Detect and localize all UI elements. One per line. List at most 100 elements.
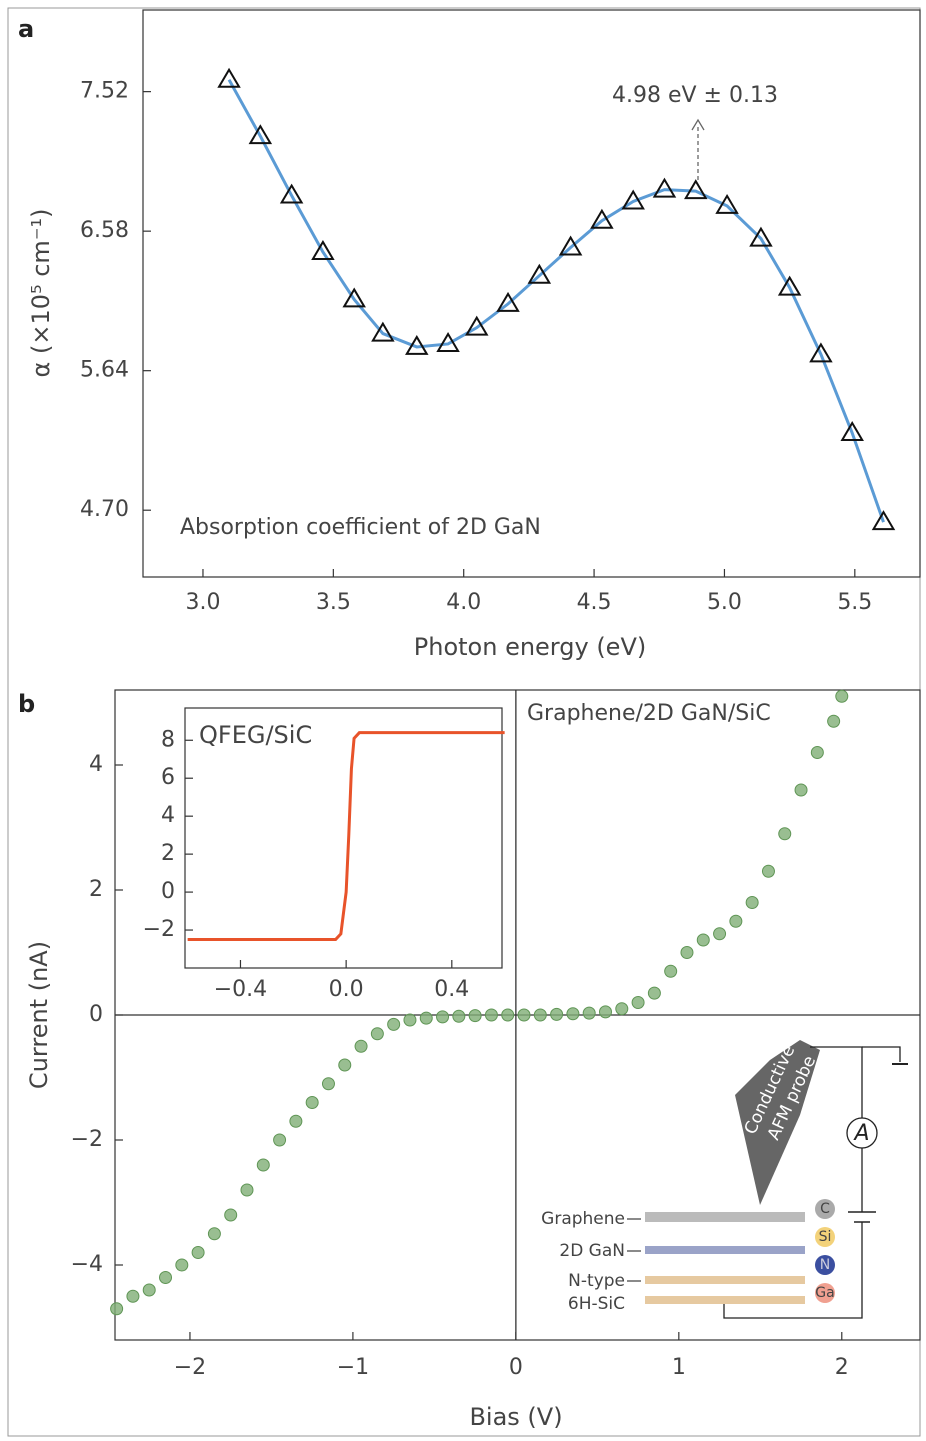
point [647, 986, 661, 1000]
x-tick-label: 5.5 [837, 590, 872, 615]
y-tick-label: −4 [71, 1252, 103, 1277]
point [126, 1289, 140, 1303]
marker [342, 287, 366, 308]
point [240, 1183, 254, 1197]
y-tick-label: −2 [143, 917, 175, 942]
point [794, 783, 808, 797]
point [484, 1008, 498, 1022]
y-tick-label: 0 [161, 879, 175, 904]
point [761, 864, 775, 878]
marker [840, 421, 864, 442]
point [321, 1077, 335, 1091]
x-axis-label: Photon energy (eV) [414, 633, 646, 661]
marker [371, 321, 395, 342]
y-tick-label: 4 [89, 752, 103, 777]
marker [279, 183, 304, 204]
sic-layer [645, 1296, 805, 1304]
point [354, 1039, 368, 1053]
schematic-label: C [820, 1201, 830, 1217]
x-tick-label: −2 [174, 1355, 206, 1380]
schematic-label: Si [819, 1229, 832, 1245]
atom-legend [815, 1283, 835, 1303]
point [729, 914, 743, 928]
marker [496, 291, 520, 312]
point [207, 1227, 221, 1241]
plot-frame [142, 9, 921, 578]
point [256, 1158, 270, 1172]
y-tick-label: −2 [71, 1127, 103, 1152]
schematic-label: Graphene [541, 1209, 625, 1229]
x-tick-label: 0 [509, 1355, 523, 1380]
point [680, 946, 694, 959]
marker [590, 208, 614, 229]
gan-layer [645, 1246, 805, 1254]
graphene-layer [645, 1212, 805, 1222]
schematic: Conductive AFM probe A Graphene 2D GaN N… [541, 1040, 908, 1319]
marker [527, 263, 552, 284]
x-tick-label: 0.0 [329, 977, 364, 1002]
point [778, 827, 792, 841]
point [338, 1058, 352, 1072]
marker [464, 315, 489, 336]
point [835, 689, 849, 703]
x-tick-label: 2 [835, 1355, 849, 1380]
y-tick-label: 7.52 [80, 79, 129, 104]
marker [621, 189, 645, 210]
marker [217, 67, 241, 88]
schematic-label: A [852, 1121, 869, 1146]
x-tick-label: 0.4 [434, 977, 469, 1002]
marker [777, 275, 802, 296]
y-axis-label: Current (nA) [25, 941, 53, 1089]
line [227, 79, 885, 523]
point [273, 1133, 287, 1147]
arrow-head [691, 118, 705, 131]
y-tick-label: 4.70 [80, 497, 129, 522]
panel-label: b [18, 690, 35, 718]
marker [749, 226, 773, 247]
point [387, 1017, 401, 1031]
y-tick-label: 2 [89, 877, 103, 902]
point [370, 1027, 384, 1041]
afm-probe [735, 1040, 820, 1205]
x-tick-label: 1 [672, 1355, 686, 1380]
point [224, 1208, 238, 1222]
point [436, 1010, 450, 1024]
point [664, 964, 678, 978]
x-tick-label: 4.0 [446, 590, 481, 615]
wire [862, 1046, 901, 1062]
point [810, 746, 824, 759]
x-tick-label: −1 [337, 1355, 369, 1380]
point [598, 1005, 612, 1019]
point [501, 1008, 515, 1022]
marker [684, 179, 708, 200]
point [191, 1246, 205, 1259]
y-tick-label: 6 [161, 765, 175, 790]
point [713, 927, 727, 941]
atom-legend [815, 1227, 835, 1247]
sic-layer [645, 1276, 805, 1284]
x-tick-label: 3.0 [185, 590, 220, 615]
point [452, 1009, 466, 1023]
x-tick-label: 3.5 [316, 590, 351, 615]
atom-legend [815, 1199, 835, 1219]
point [550, 1007, 564, 1021]
y-tick-label: 0 [89, 1002, 103, 1027]
point [468, 1009, 482, 1023]
point [159, 1271, 173, 1284]
y-tick-label: 8 [161, 727, 175, 752]
point [566, 1007, 580, 1021]
arrow [627, 1218, 641, 1282]
point [175, 1258, 189, 1272]
point [827, 714, 841, 728]
marker [248, 124, 273, 145]
annotation: 4.98 eV ± 0.13 [612, 83, 778, 108]
y-axis-label: α (×10⁵ cm⁻¹) [27, 209, 55, 378]
marker [871, 510, 896, 531]
marker [652, 177, 677, 198]
y-tick-label: 6.58 [80, 218, 129, 243]
point [745, 896, 759, 909]
marker [809, 342, 833, 363]
x-axis-label: Bias (V) [469, 1403, 562, 1431]
